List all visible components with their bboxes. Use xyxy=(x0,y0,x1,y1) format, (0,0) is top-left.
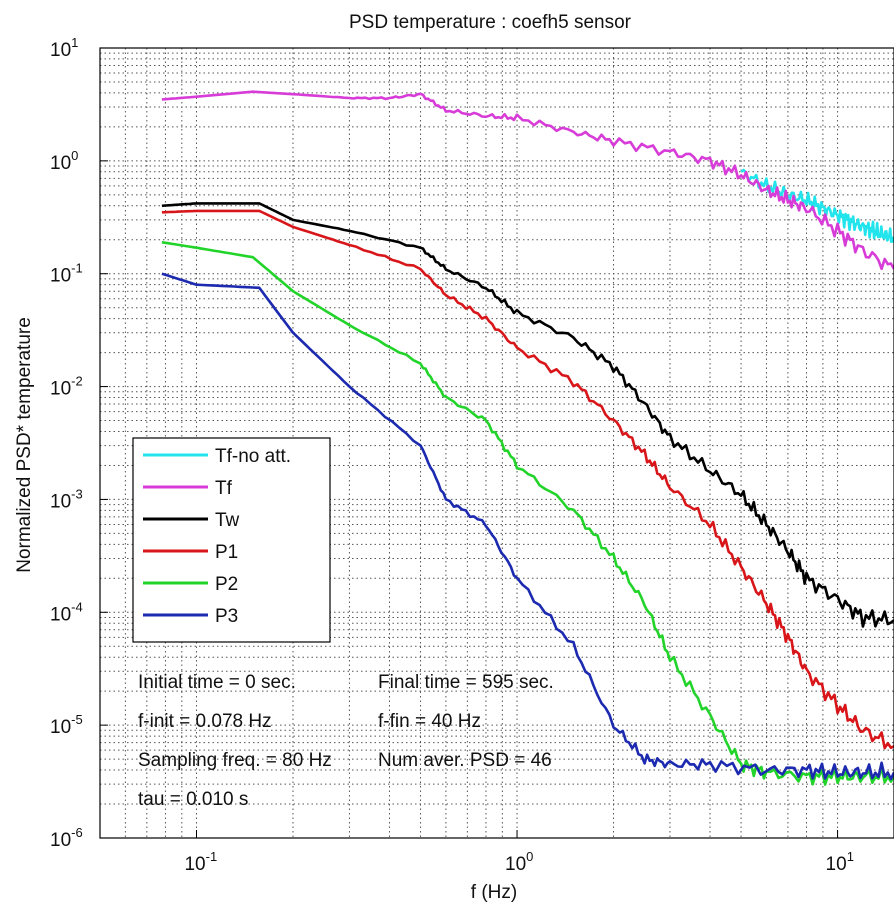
series-line-tw xyxy=(161,202,894,628)
legend-label: P2 xyxy=(215,574,238,595)
series-line-tf xyxy=(161,90,894,271)
legend-label: Tf-no att. xyxy=(215,446,291,467)
annotation-f-fin: f-fin = 40 Hz xyxy=(378,711,481,732)
annotation-f-init: f-init = 0.078 Hz xyxy=(138,711,272,732)
legend-label: P1 xyxy=(215,542,238,563)
legend: Tf-no att. Tf Tw P1 P2 P3 xyxy=(132,437,331,643)
legend-box xyxy=(132,437,331,643)
annotation-num-aver: Num aver. PSD = 46 xyxy=(378,750,552,771)
y-axis-label: Normalized PSD* temperature xyxy=(14,317,35,573)
chart-title: PSD temperature : coefh5 sensor xyxy=(349,12,632,33)
series-line-p3 xyxy=(161,272,894,781)
series-line-tf-no-att xyxy=(740,168,894,243)
annotation-tau: tau = 0.010 s xyxy=(138,789,248,810)
annotation-final-time: Final time = 595 sec. xyxy=(378,672,554,693)
annotation-sampling-freq: Sampling freq. = 80 Hz xyxy=(138,750,332,771)
grid-lines xyxy=(99,48,894,839)
annotation-initial-time: Initial time = 0 sec. xyxy=(138,672,296,693)
x-axis-label: f (Hz) xyxy=(471,882,517,903)
plot-frame xyxy=(99,47,894,839)
legend-label: Tw xyxy=(215,510,240,531)
legend-label: Tf xyxy=(215,478,233,499)
series-line-p2 xyxy=(161,241,894,786)
annotations: Initial time = 0 sec. Final time = 595 s… xyxy=(138,672,554,810)
legend-label: P3 xyxy=(215,606,238,627)
series-layer xyxy=(161,90,894,786)
series-line-p1 xyxy=(161,209,894,750)
